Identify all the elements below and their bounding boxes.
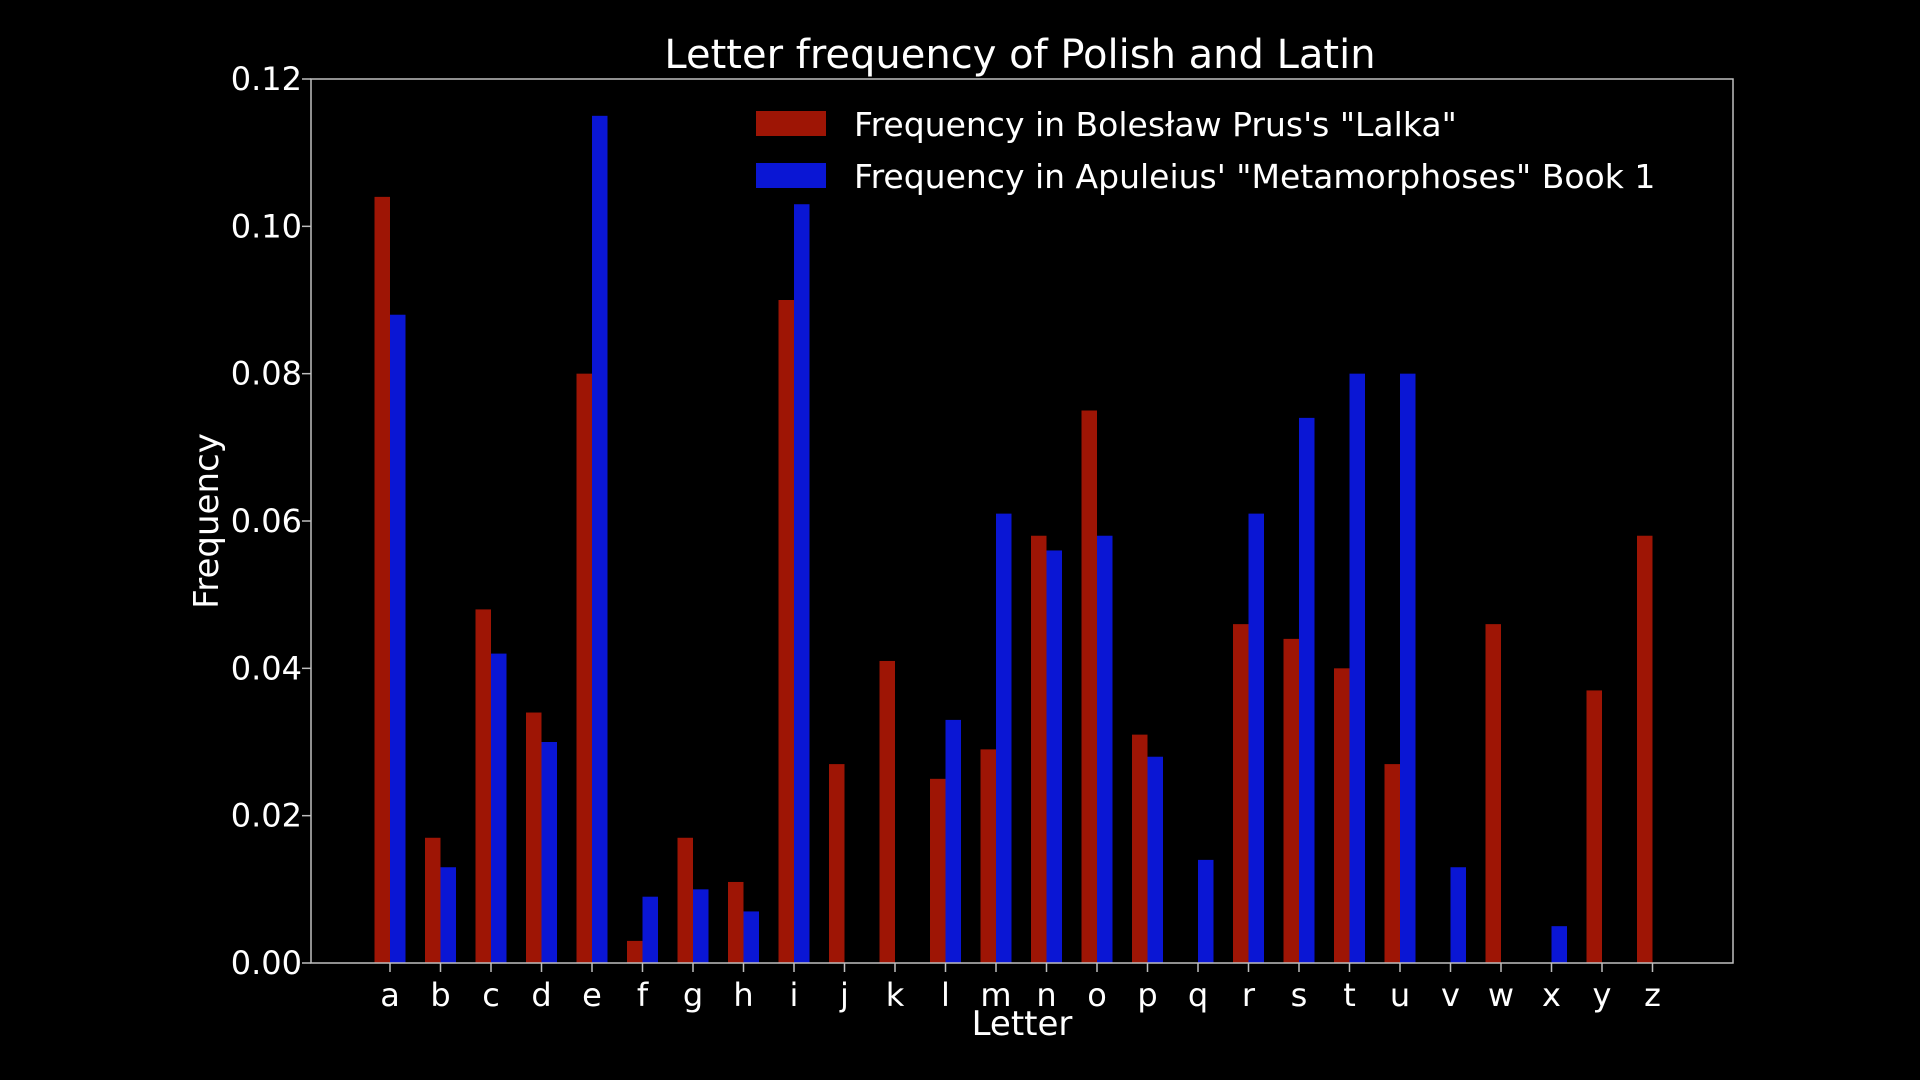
- bar-lalka-p: [1132, 734, 1148, 963]
- bar-metamorphoses-h: [743, 911, 759, 963]
- legend-swatch-lalka: [756, 111, 826, 136]
- x-tick-label: m: [980, 976, 1011, 1014]
- x-tick-label: h: [733, 976, 753, 1014]
- x-tick-label: x: [1542, 976, 1561, 1014]
- x-tick-label: u: [1390, 976, 1410, 1014]
- x-tick-label: b: [430, 976, 450, 1014]
- y-tick-label: 0.10: [231, 207, 302, 245]
- x-tick-label: z: [1644, 976, 1661, 1014]
- bar-metamorphoses-b: [440, 867, 456, 963]
- bar-lalka-h: [728, 881, 744, 963]
- legend-label-lalka: Frequency in Bolesław Prus's "Lalka": [854, 105, 1457, 144]
- bar-lalka-l: [930, 778, 946, 963]
- x-tick-label: g: [683, 976, 703, 1014]
- bar-lalka-w: [1485, 624, 1501, 963]
- bar-lalka-b: [425, 837, 441, 963]
- bar-metamorphoses-e: [592, 115, 608, 964]
- x-tick-label: r: [1242, 976, 1256, 1014]
- y-tick-label: 0.02: [231, 797, 302, 835]
- bar-lalka-j: [829, 764, 845, 963]
- bar-metamorphoses-t: [1349, 373, 1365, 964]
- bar-metamorphoses-f: [642, 896, 658, 963]
- bar-metamorphoses-u: [1400, 373, 1416, 964]
- x-tick-label: q: [1188, 976, 1208, 1014]
- bar-lalka-n: [1031, 535, 1047, 963]
- bar-metamorphoses-s: [1299, 417, 1315, 963]
- bar-metamorphoses-a: [390, 314, 406, 963]
- bar-metamorphoses-r: [1248, 513, 1264, 963]
- x-tick-label: j: [839, 976, 849, 1014]
- bar-metamorphoses-x: [1551, 926, 1567, 963]
- x-tick-label: y: [1593, 976, 1612, 1014]
- legend-label-metamorphoses: Frequency in Apuleius' "Metamorphoses" B…: [854, 157, 1655, 196]
- bar-lalka-s: [1283, 638, 1299, 963]
- bar-lalka-e: [576, 373, 592, 964]
- y-tick-label: 0.00: [231, 944, 302, 982]
- y-axis-label: Frequency: [187, 433, 227, 609]
- y-tick-label: 0.08: [231, 355, 302, 393]
- y-axis: 0.00 0.02 0.04 0.06 0.08 0.10 0.12: [231, 60, 311, 982]
- bar-lalka-t: [1334, 668, 1350, 963]
- bar-lalka-k: [879, 660, 895, 963]
- bar-lalka-u: [1384, 764, 1400, 963]
- bar-lalka-o: [1081, 410, 1097, 963]
- legend: Frequency in Bolesław Prus's "Lalka" Freq…: [756, 105, 1655, 196]
- x-tick-label: k: [886, 976, 905, 1014]
- x-tick-label: s: [1291, 976, 1308, 1014]
- bar-lalka-f: [627, 940, 643, 963]
- x-tick-label: c: [482, 976, 500, 1014]
- y-tick-label: 0.06: [231, 502, 302, 540]
- x-tick-label: p: [1137, 976, 1157, 1014]
- bar-metamorphoses-m: [996, 513, 1012, 963]
- bar-metamorphoses-p: [1147, 756, 1163, 963]
- x-tick-label: o: [1087, 976, 1107, 1014]
- bar-metamorphoses-n: [1046, 550, 1062, 963]
- bar-lalka-m: [980, 749, 996, 963]
- bar-lalka-z: [1637, 535, 1653, 963]
- plot-frame: [310, 78, 1734, 964]
- y-tick-label: 0.04: [231, 649, 302, 687]
- bar-lalka-g: [677, 837, 693, 963]
- bars-layer: [374, 115, 1653, 964]
- x-tick-label: w: [1488, 976, 1514, 1014]
- bar-lalka-c: [475, 609, 491, 963]
- x-tick-label: d: [531, 976, 551, 1014]
- bar-metamorphoses-o: [1097, 535, 1113, 963]
- bar-lalka-d: [526, 712, 542, 963]
- bar-metamorphoses-l: [945, 719, 961, 963]
- bar-metamorphoses-g: [693, 889, 709, 963]
- x-tick-label: v: [1441, 976, 1460, 1014]
- bar-lalka-i: [778, 300, 794, 963]
- x-tick-label: t: [1343, 976, 1356, 1014]
- x-tick-label: i: [790, 976, 799, 1014]
- chart-title: Letter frequency of Polish and Latin: [664, 32, 1375, 78]
- x-tick-label: l: [941, 976, 950, 1014]
- bar-metamorphoses-i: [794, 204, 810, 963]
- x-tick-label: a: [380, 976, 400, 1014]
- x-tick-label: f: [637, 976, 649, 1014]
- bar-lalka-r: [1233, 624, 1249, 963]
- x-tick-label: e: [582, 976, 602, 1014]
- bar-lalka-y: [1586, 690, 1602, 963]
- bar-metamorphoses-d: [541, 742, 557, 963]
- bar-metamorphoses-q: [1198, 859, 1214, 963]
- legend-swatch-metamorphoses: [756, 163, 826, 188]
- bar-lalka-a: [374, 196, 390, 963]
- x-axis-label: Letter: [972, 1004, 1073, 1044]
- x-tick-label: n: [1036, 976, 1056, 1014]
- y-tick-label: 0.12: [231, 60, 302, 98]
- bar-metamorphoses-v: [1450, 867, 1466, 963]
- bar-metamorphoses-c: [491, 653, 507, 963]
